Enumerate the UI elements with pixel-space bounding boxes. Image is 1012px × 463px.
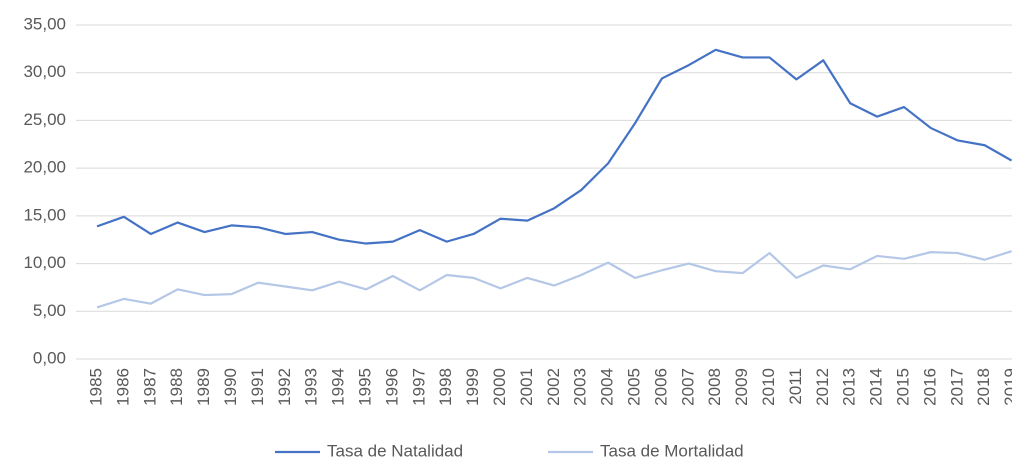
x-tick-label: 2019 — [1001, 368, 1012, 406]
x-tick-label: 1993 — [302, 368, 321, 406]
x-tick-label: 2003 — [571, 368, 590, 406]
y-tick-label: 20,00 — [23, 158, 66, 177]
x-tick-label: 1992 — [275, 368, 294, 406]
x-tick-label: 2012 — [813, 368, 832, 406]
x-tick-label: 1988 — [167, 368, 186, 406]
x-tick-label: 2017 — [947, 368, 966, 406]
x-tick-label: 1987 — [140, 368, 159, 406]
x-tick-label: 2000 — [490, 368, 509, 406]
y-tick-label: 10,00 — [23, 253, 66, 272]
x-tick-label: 2004 — [598, 368, 617, 406]
x-tick-label: 2018 — [974, 368, 993, 406]
x-tick-label: 1996 — [382, 368, 401, 406]
x-tick-label: 2014 — [867, 368, 886, 406]
y-tick-label: 25,00 — [23, 110, 66, 129]
x-tick-label: 2002 — [544, 368, 563, 406]
x-tick-label: 2005 — [624, 368, 643, 406]
x-tick-label: 1995 — [355, 368, 374, 406]
x-tick-label: 2011 — [786, 368, 805, 405]
x-tick-label: 2013 — [840, 368, 859, 406]
x-tick-label: 1986 — [113, 368, 132, 406]
x-tick-label: 1999 — [463, 368, 482, 406]
x-tick-label: 1990 — [221, 368, 240, 406]
x-tick-label: 2008 — [705, 368, 724, 406]
y-tick-label: 35,00 — [23, 14, 66, 33]
x-tick-label: 2001 — [517, 368, 536, 406]
x-tick-label: 2009 — [732, 368, 751, 406]
x-tick-label: 2015 — [893, 368, 912, 406]
line-series — [96, 48, 1012, 245]
x-tick-label: 1997 — [409, 368, 428, 406]
x-tick-label: 2006 — [651, 368, 670, 406]
y-tick-label: 5,00 — [33, 301, 66, 320]
legend-label: Tasa de Natalidad — [327, 441, 463, 460]
x-tick-label: 2010 — [759, 368, 778, 406]
x-tick-label: 1998 — [436, 368, 455, 406]
legend-label: Tasa de Mortalidad — [600, 441, 744, 460]
x-tick-label: 1989 — [194, 368, 213, 406]
x-tick-label: 2016 — [920, 368, 939, 406]
y-tick-label: 30,00 — [23, 62, 66, 81]
y-tick-label: 15,00 — [23, 205, 66, 224]
x-tick-label: 2007 — [678, 368, 697, 406]
x-tick-label: 1994 — [329, 368, 348, 406]
x-tick-label: 1985 — [86, 368, 105, 406]
y-tick-label: 0,00 — [33, 348, 66, 367]
x-tick-label: 1991 — [248, 368, 267, 406]
line-series — [96, 250, 1012, 309]
